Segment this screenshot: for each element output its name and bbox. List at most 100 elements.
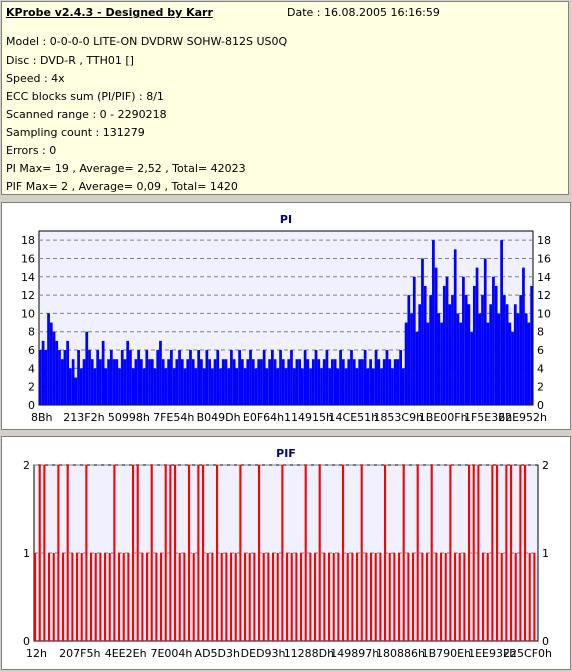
data-bar	[43, 465, 46, 641]
data-bar	[164, 465, 167, 641]
data-bar	[331, 359, 334, 405]
data-bar	[150, 359, 154, 405]
data-bar	[360, 465, 363, 641]
data-bar	[309, 368, 312, 405]
data-bar	[370, 553, 373, 641]
data-bar	[210, 368, 214, 405]
data-bar	[174, 465, 177, 641]
data-bar	[497, 313, 501, 405]
data-bar	[202, 465, 205, 641]
data-bar	[115, 359, 119, 405]
data-bar	[295, 359, 299, 405]
data-bar	[262, 553, 265, 641]
data-bar	[60, 359, 64, 405]
data-bar	[384, 465, 387, 641]
data-bar	[421, 258, 424, 405]
data-bar	[178, 350, 181, 405]
data-bar	[350, 350, 353, 405]
data-bar	[90, 553, 93, 641]
data-bar	[306, 359, 310, 405]
data-bar	[142, 368, 146, 405]
data-bar	[175, 359, 179, 405]
data-bar	[482, 553, 485, 641]
data-bar	[172, 368, 176, 405]
data-bar	[76, 553, 79, 641]
pif-chart: PIF 0 0 1 1 2 2 12h 207F5h 4EE2Eh 7E004h AD5D3h DED9…	[23, 447, 552, 660]
x-tick-label: DED93h	[241, 647, 286, 660]
data-bar	[249, 350, 252, 405]
data-bar	[186, 359, 190, 405]
data-bar	[454, 553, 457, 641]
data-bar	[232, 359, 236, 405]
data-bar	[104, 368, 108, 405]
data-bar	[137, 350, 140, 405]
data-bar	[248, 553, 251, 641]
data-bar	[533, 553, 536, 641]
data-bar	[437, 313, 441, 405]
x-tick-label: 225CF0h	[503, 647, 552, 660]
errors-line: Errors : 0	[6, 144, 57, 157]
disc-line: Disc : DVD-R , TTH01 []	[6, 54, 134, 67]
y-tick-label-left: 18	[21, 234, 35, 247]
data-bar	[230, 553, 233, 641]
data-bar	[96, 350, 100, 405]
data-bar	[148, 359, 151, 405]
data-bar	[99, 359, 102, 405]
data-bar	[272, 553, 275, 641]
data-bar	[120, 350, 124, 405]
data-bar	[505, 304, 509, 405]
data-bar	[298, 359, 302, 405]
data-bar	[41, 340, 45, 405]
data-bar	[332, 553, 335, 641]
sampling-line: Sampling count : 131279	[6, 126, 145, 139]
data-bar	[183, 553, 186, 641]
data-bar	[429, 295, 433, 405]
y-tick-label-left: 2	[23, 459, 30, 472]
data-bar	[442, 285, 446, 405]
data-bar	[415, 331, 419, 405]
data-bar	[227, 368, 231, 405]
data-bar	[118, 553, 121, 641]
data-bar	[467, 304, 471, 405]
x-tick-label: 4EE2Eh	[105, 647, 147, 660]
data-bar	[407, 295, 411, 405]
data-bar	[183, 368, 187, 405]
data-bar	[134, 359, 138, 405]
x-tick-label: 8Bh	[31, 411, 53, 424]
data-bar	[325, 350, 329, 405]
data-bar	[505, 465, 508, 641]
data-bar	[216, 465, 219, 641]
ecc-line: ECC blocks sum (PI/PIF) : 8/1	[6, 90, 164, 103]
data-bar	[314, 553, 317, 641]
y-tick-label-right: 0	[542, 635, 549, 648]
y-tick-label-right: 2	[537, 381, 544, 394]
data-bar	[492, 276, 495, 405]
data-bar	[85, 331, 89, 405]
data-bar	[510, 465, 513, 641]
data-bar	[418, 304, 422, 405]
data-bar	[524, 313, 528, 405]
data-bar	[127, 553, 130, 641]
data-bar	[136, 465, 139, 641]
data-bar	[301, 368, 304, 405]
data-bar	[79, 368, 83, 405]
data-bar	[341, 359, 345, 405]
y-tick-label-left: 1	[23, 547, 30, 560]
x-tick-label: 11288Dh	[284, 647, 334, 660]
data-bar	[393, 553, 396, 641]
data-bar	[77, 350, 80, 405]
data-bar	[123, 359, 127, 405]
x-tick-label: 1B790Eh	[422, 647, 471, 660]
y-tick-label-right: 8	[537, 326, 544, 339]
data-bar	[434, 267, 438, 405]
data-bar	[309, 553, 312, 641]
y-tick-label-left: 10	[21, 307, 35, 320]
data-bar	[167, 359, 171, 405]
info-panel: KProbe v2.4.3 - Designed by Karr Date : …	[1, 1, 569, 195]
data-bar	[333, 359, 337, 405]
data-bar	[169, 465, 172, 641]
data-bar	[257, 359, 261, 405]
data-bar	[94, 553, 97, 641]
data-bar	[451, 295, 454, 405]
x-tick-label: 207F5h	[59, 647, 100, 660]
